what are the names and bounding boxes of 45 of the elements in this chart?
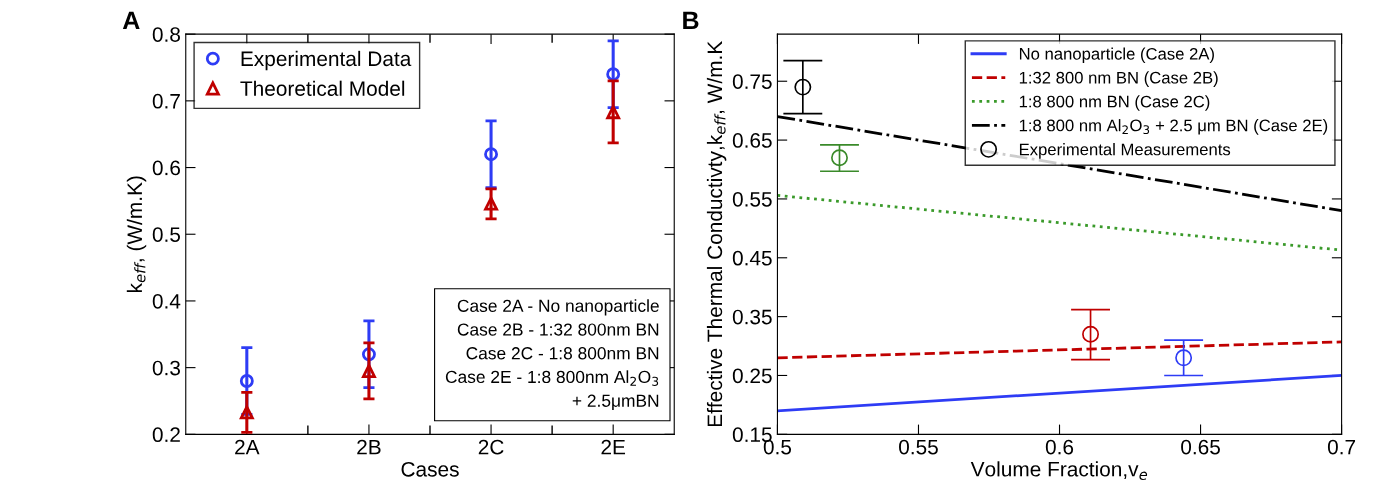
annotation: Case 2A - No nanoparticle Case 2B - 1:32 800nm BN Case 2C - 1:8 800nm BN Case 2E - 1:8 800nm Al$_{2}$O$_{3}$ + 2.5μmBN	[445, 299, 659, 411]
point	[484, 147, 499, 162]
legend-label: Experimental Data	[241, 50, 412, 71]
point	[484, 196, 499, 211]
y-tick-label: 0.55	[732, 191, 772, 207]
y-tick-label: 0.6	[152, 160, 180, 176]
y-tick-label: 0.65	[732, 133, 772, 148]
legend-label: Theoretical Model	[240, 80, 405, 96]
text: A	[122, 11, 140, 29]
x-tick-label: 0.6	[1045, 439, 1074, 455]
point	[239, 374, 254, 388]
point	[239, 405, 254, 420]
y-tick-label: 0.3	[152, 360, 180, 376]
point	[361, 364, 376, 378]
y-axis-title: k$_{eff}$, (W/m.K)	[126, 176, 147, 293]
legend-label: 1:8 800 nm Al$_{2}$O$_{3}$ + 2.5 μm BN (Case 2E)	[1019, 119, 1328, 135]
x-tick-label: 2B	[357, 439, 381, 455]
point	[794, 78, 812, 96]
point	[831, 149, 848, 167]
x-axis-title: Volume Fraction,v$_{e}$	[970, 461, 1148, 480]
y-tick-label: 0.25	[732, 368, 772, 384]
legend-label: 1:32 800 nm BN (Case 2B)	[1019, 71, 1218, 87]
x-axis-title: Cases	[401, 461, 459, 477]
point	[1082, 325, 1100, 343]
legend-label: No nanoparticle (Case 2A)	[1019, 47, 1214, 64]
x-tick-label: 0.65	[1181, 439, 1220, 455]
y-axis-title: Effective Thermal Conductivty,k$_{eff}$, W/m.K	[706, 41, 727, 427]
legend-label: Experimental Measurements	[1019, 143, 1231, 159]
y-tick-label: 0.75	[732, 74, 772, 89]
point	[606, 105, 621, 120]
point	[1175, 349, 1193, 367]
x-tick-label: 2C	[478, 439, 504, 455]
x-tick-label: 0.55	[899, 439, 938, 455]
y-tick-label: 0.5	[152, 227, 181, 242]
y-tick-label: 0.4	[152, 293, 181, 309]
x-tick-label: 0.7	[1327, 439, 1356, 455]
x-tick-label: 2A	[235, 439, 260, 455]
legend-label: 1:8 800 nm BN (Case 2C)	[1019, 95, 1210, 111]
y-tick-label: 0.45	[732, 250, 772, 266]
text: B	[683, 11, 699, 29]
y-tick-label: 0.7	[152, 93, 180, 109]
y-tick-label: 0.2	[152, 427, 180, 443]
x-tick-label: 2E	[601, 439, 626, 455]
y-tick-label: 0.8	[152, 27, 180, 42]
y-tick-label: 0.35	[732, 309, 772, 325]
